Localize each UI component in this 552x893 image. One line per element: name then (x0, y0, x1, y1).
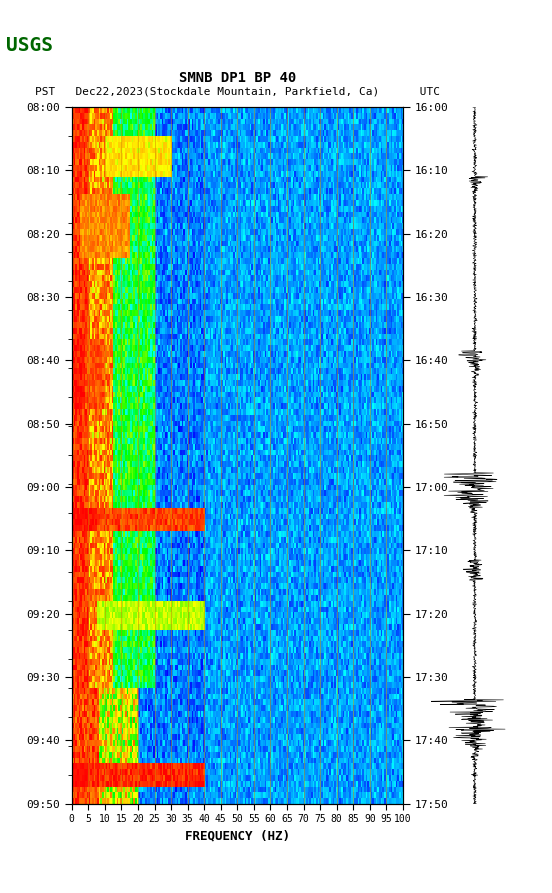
Text: SMNB DP1 BP 40: SMNB DP1 BP 40 (179, 71, 296, 85)
Text: USGS: USGS (6, 36, 52, 54)
Text: PST   Dec22,2023(Stockdale Mountain, Parkfield, Ca)      UTC: PST Dec22,2023(Stockdale Mountain, Parkf… (35, 87, 440, 96)
X-axis label: FREQUENCY (HZ): FREQUENCY (HZ) (185, 830, 290, 843)
